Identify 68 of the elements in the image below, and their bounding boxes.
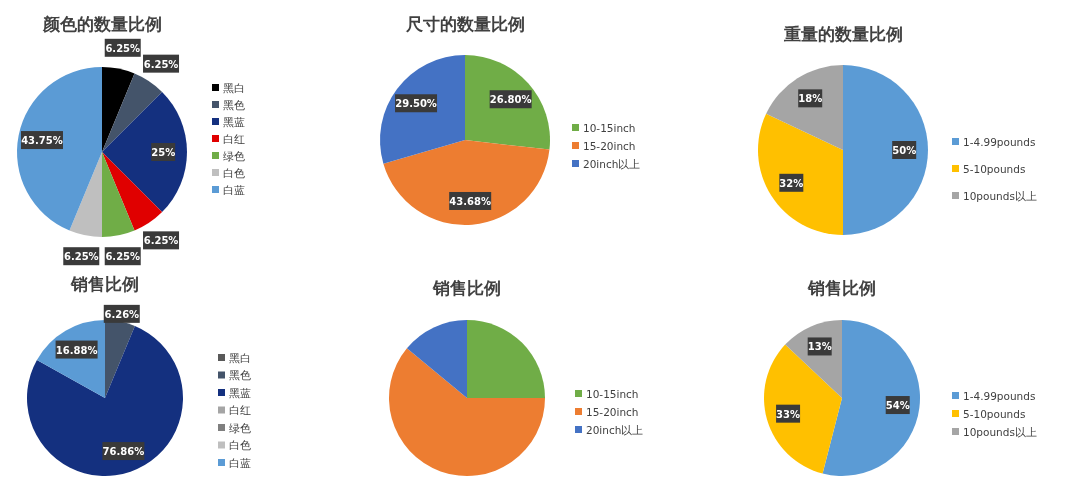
legend-label: 黑白 <box>229 351 251 364</box>
pie-slice <box>102 67 135 152</box>
data-label: 13% <box>807 341 832 353</box>
legend-label: 绿色 <box>229 421 251 434</box>
data-label: 43.75% <box>21 135 63 147</box>
legend-label: 黑色 <box>229 369 251 381</box>
data-label: 43.68% <box>449 195 492 207</box>
legend-label: 白蓝 <box>229 456 251 469</box>
legend-label: 10-15inch <box>586 387 639 400</box>
chart-title: 颜色的数量比例 <box>41 14 162 34</box>
pie-slice <box>758 113 843 235</box>
data-label: 29.50% <box>395 98 437 110</box>
chart-title: 销售比例 <box>432 278 501 298</box>
legend-label: 1-4.99pounds <box>963 135 1036 148</box>
legend-label: 绿色 <box>223 149 245 162</box>
data-label: 25% <box>151 147 176 158</box>
pie-slice <box>102 152 135 237</box>
pie-slice <box>102 91 187 213</box>
data-label: 54% <box>885 400 910 412</box>
data-label: 6.25% <box>105 42 141 54</box>
pie-slice <box>389 348 545 476</box>
pie-slice <box>380 55 465 164</box>
legend-label: 5-10pounds <box>963 162 1026 175</box>
legend-label: 白红 <box>229 404 251 416</box>
legend-label: 白色 <box>223 166 245 179</box>
legend-label: 白色 <box>229 439 251 451</box>
legend-label: 15-20inch <box>586 405 639 418</box>
pie-slice <box>105 320 135 398</box>
pie-slice <box>467 320 545 398</box>
data-label: 50% <box>892 145 917 156</box>
data-label: 16.88% <box>55 344 98 356</box>
pie-slice <box>383 140 550 225</box>
data-label: 6.26% <box>104 308 140 320</box>
chart-title: 重量的数量比例 <box>782 24 903 44</box>
pie-slice <box>764 344 842 474</box>
data-label: 33% <box>776 408 801 420</box>
legend-label: 1-4.99pounds <box>963 389 1036 402</box>
legend-label: 15-20inch <box>583 139 636 152</box>
data-label: 18% <box>798 93 823 105</box>
pie-slice <box>406 320 467 398</box>
data-label: 26.80% <box>489 94 532 106</box>
legend-label: 20inch以上 <box>586 423 644 436</box>
legend-label: 黑蓝 <box>223 115 245 128</box>
pie-slice <box>27 325 183 476</box>
pie-slice <box>69 152 102 237</box>
data-label: 6.25% <box>105 251 141 263</box>
data-label: 6.25% <box>143 235 179 247</box>
data-label: 76.86% <box>102 446 145 458</box>
legend-label: 20inch以上 <box>583 157 641 170</box>
legend-label: 10pounds以上 <box>963 425 1037 438</box>
legend-label: 黑蓝 <box>229 386 251 399</box>
legend-label: 10pounds以上 <box>963 189 1037 202</box>
data-label: 6.25% <box>63 251 99 263</box>
data-label: 32% <box>779 177 804 189</box>
pie-slice <box>766 65 843 150</box>
data-label: 6.25% <box>143 58 179 70</box>
pie-slice <box>465 55 550 150</box>
pie-slice <box>843 65 928 235</box>
legend-label: 黑色 <box>223 98 245 111</box>
chart-title: 尺寸的数量比例 <box>404 14 525 34</box>
chart-title: 销售比例 <box>70 274 139 294</box>
chart-title: 销售比例 <box>807 278 876 298</box>
legend-label: 黑白 <box>223 81 245 94</box>
legend-label: 白红 <box>223 132 245 145</box>
legend-label: 白蓝 <box>223 183 245 196</box>
pie-slice <box>17 67 102 231</box>
legend-label: 10-15inch <box>583 121 636 134</box>
legend-label: 5-10pounds <box>963 407 1026 420</box>
